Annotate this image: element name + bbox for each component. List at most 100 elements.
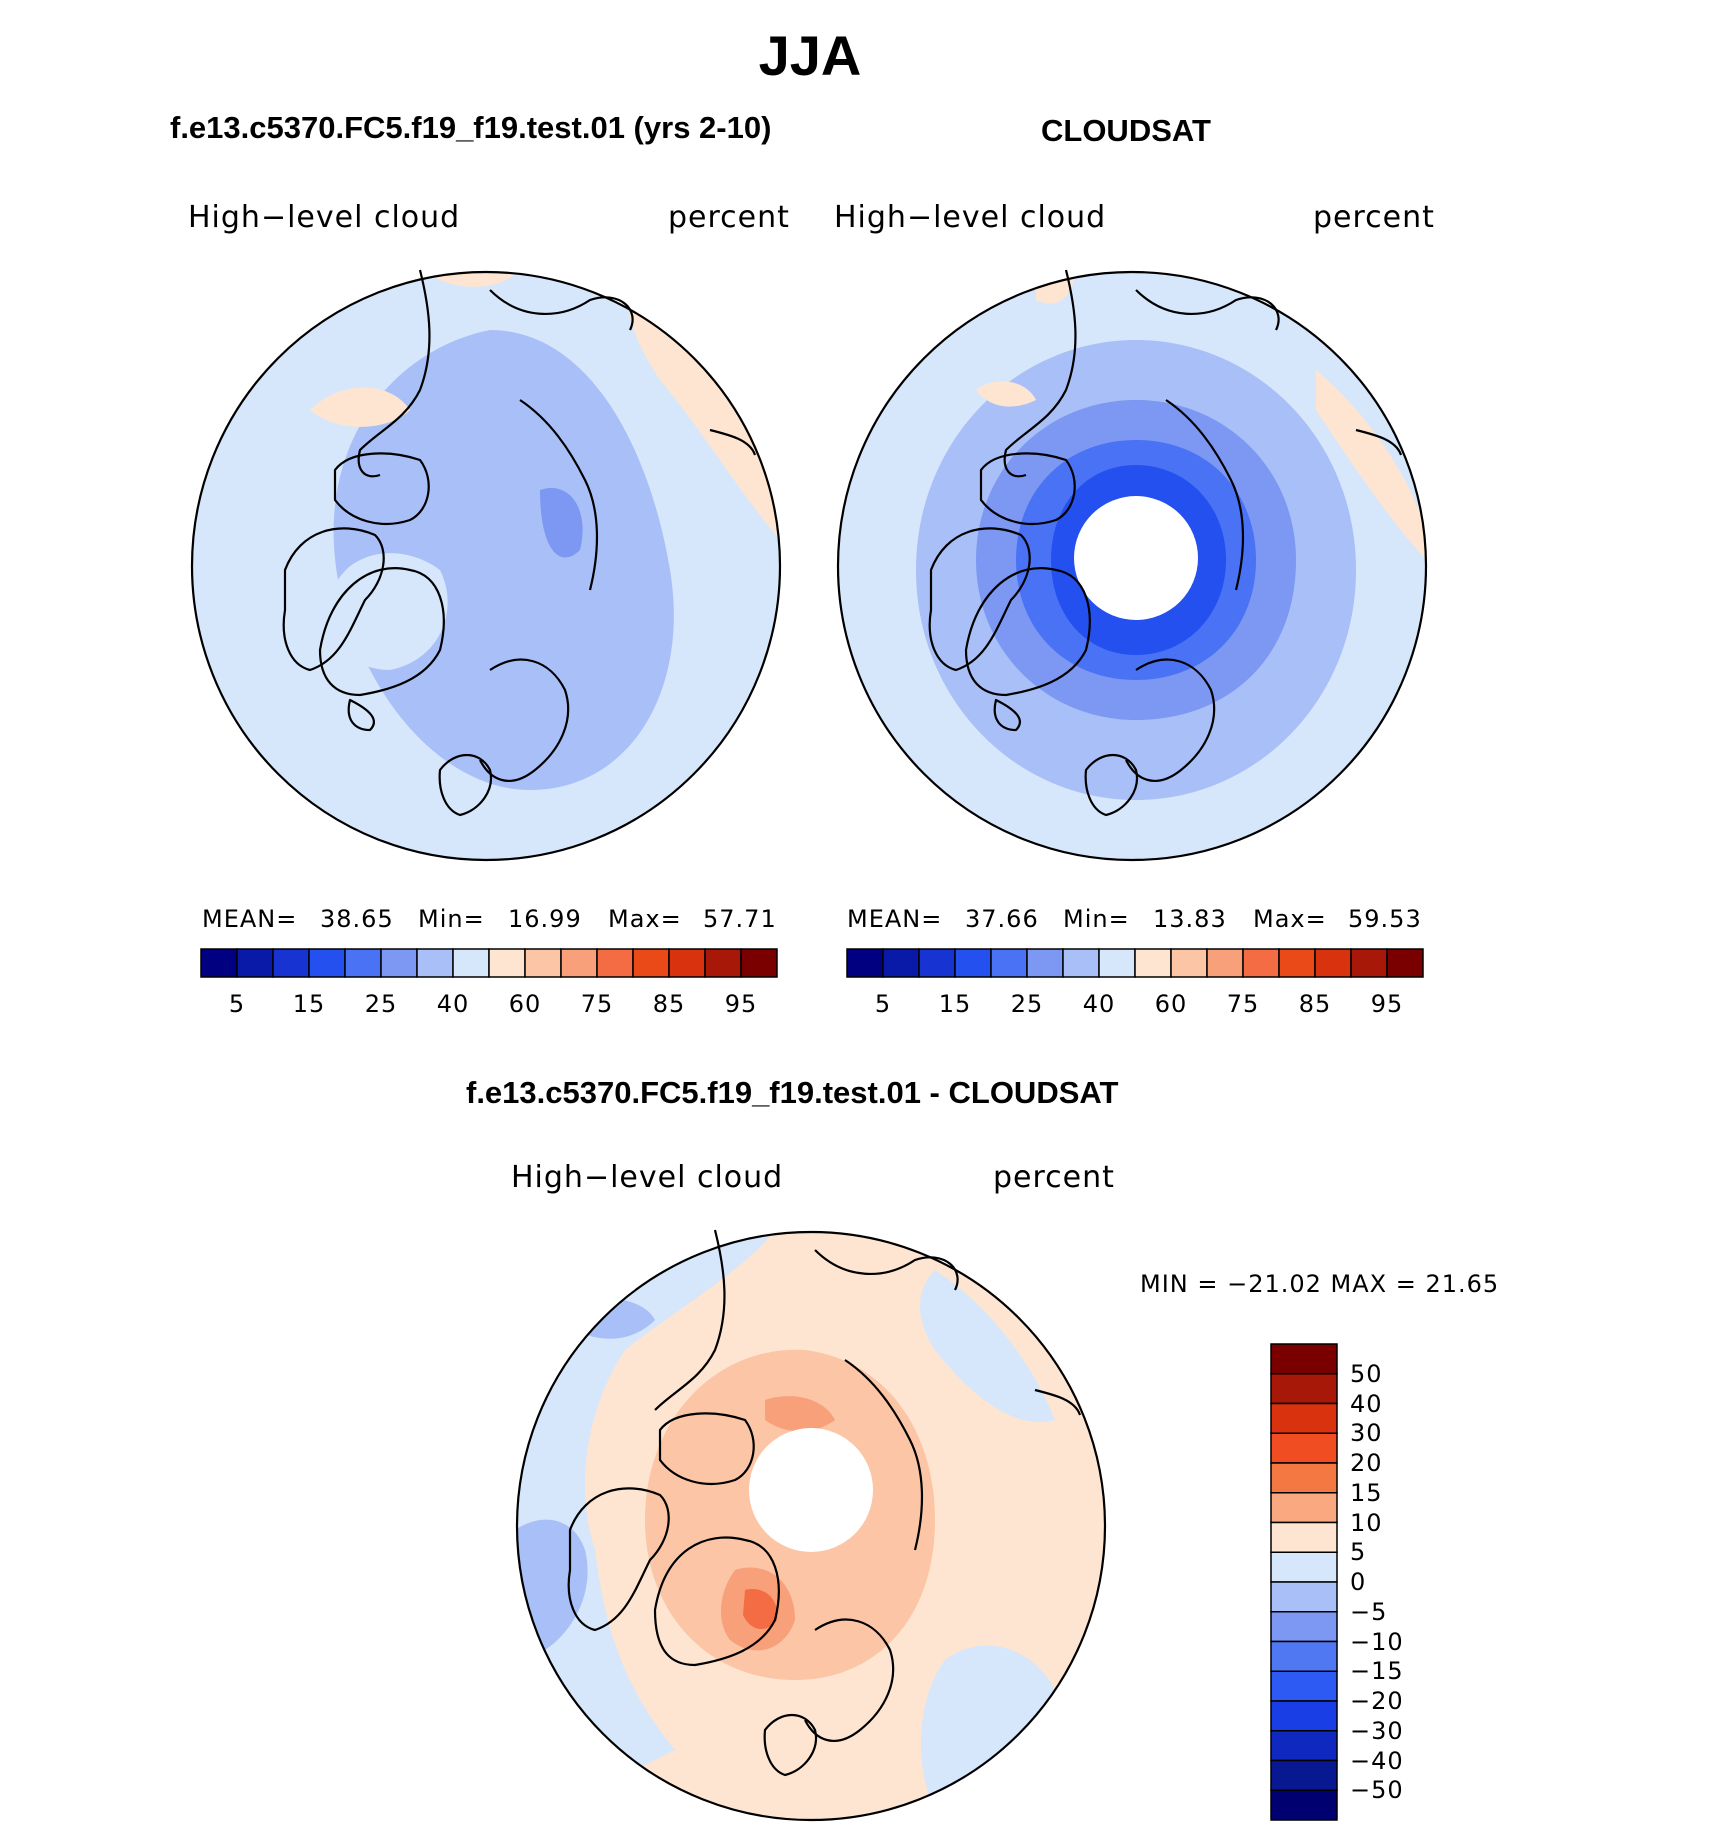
colorbar-swatch <box>1170 948 1208 978</box>
colorbar-tick-label: 5 <box>1350 1538 1367 1567</box>
model-map-boundary <box>190 270 782 862</box>
model-coastlines <box>282 269 757 817</box>
colorbar-swatch <box>1270 1551 1338 1583</box>
colorbar-swatch <box>1206 948 1244 978</box>
colorbar-tick-label: −10 <box>1350 1627 1404 1656</box>
colorbar-tick-label: 25 <box>364 990 398 1018</box>
colorbar-tick-label: 15 <box>292 990 326 1018</box>
colorbar-swatch <box>1270 1730 1338 1762</box>
colorbar-swatch <box>1242 948 1280 978</box>
obs-field-peach-ne <box>1316 370 1426 570</box>
colorbar-tick-label: 40 <box>1082 990 1116 1018</box>
obs-mean-value: 37.66 <box>965 905 1039 933</box>
colorbar-tick-label: 20 <box>1350 1449 1383 1477</box>
colorbar-tick-label: 95 <box>724 990 758 1018</box>
obs-max-value: 59.53 <box>1348 905 1422 933</box>
colorbar-swatch <box>1270 1521 1338 1553</box>
obs-min-label: Min= <box>1063 905 1130 933</box>
colorbar-tick-label: −20 <box>1350 1687 1404 1715</box>
diff-contour-fill <box>517 1232 1105 1820</box>
obs-field-peach-nw <box>976 381 1036 407</box>
colorbar-swatch <box>1062 948 1100 978</box>
model-contour-fill <box>192 272 780 860</box>
obs-colorbar <box>846 948 1424 978</box>
colorbar-swatch <box>416 948 454 978</box>
model-field-light-greenland <box>330 553 448 670</box>
model-field-peach-nw <box>310 387 410 427</box>
obs-mean-label: MEAN= <box>847 905 943 933</box>
model-field-deep-west <box>230 328 261 355</box>
colorbar-swatch <box>882 948 920 978</box>
diff-polar-map <box>515 1229 1107 1822</box>
colorbar-swatch <box>1270 1402 1338 1434</box>
model-colorbar <box>200 948 778 978</box>
colorbar-swatch <box>1270 1759 1338 1791</box>
colorbar-swatch <box>1270 1432 1338 1464</box>
colorbar-swatch <box>344 948 382 978</box>
model-mean-label: MEAN= <box>202 905 298 933</box>
colorbar-tick-label: 60 <box>508 990 542 1018</box>
diff-coastlines <box>567 1229 1082 1777</box>
colorbar-swatch <box>380 948 418 978</box>
diff-minmax-text: MIN = −21.02 MAX = 21.65 <box>1140 1270 1500 1298</box>
colorbar-tick-label: 30 <box>1350 1419 1383 1448</box>
model-max-value: 57.71 <box>703 905 777 933</box>
colorbar-tick-label: 0 <box>1350 1568 1367 1596</box>
colorbar-swatch <box>1270 1343 1338 1375</box>
colorbar-tick-label: −40 <box>1350 1746 1404 1775</box>
colorbar-swatch <box>596 948 634 978</box>
model-field-peach-ne <box>627 280 780 550</box>
colorbar-tick-label: 60 <box>1154 990 1188 1018</box>
diff-polar-data-gap <box>749 1428 873 1552</box>
colorbar-swatch <box>452 948 490 978</box>
colorbar-tick-label: 10 <box>1350 1508 1383 1537</box>
obs-polar-data-gap <box>1074 496 1198 620</box>
figure-title: JJA <box>758 24 862 87</box>
colorbar-swatch <box>236 948 274 978</box>
colorbar-swatch <box>1270 1462 1338 1494</box>
diff-units-label: percent <box>993 1160 1115 1195</box>
colorbar-tick-label: −30 <box>1350 1716 1404 1745</box>
colorbar-tick-label: 25 <box>1010 990 1044 1018</box>
colorbar-swatch <box>990 948 1028 978</box>
obs-units-label: percent <box>1313 200 1435 235</box>
colorbar-swatch <box>846 948 884 978</box>
obs-max-label: Max= <box>1253 905 1327 933</box>
colorbar-swatch <box>918 948 956 978</box>
colorbar-swatch <box>1314 948 1352 978</box>
colorbar-swatch <box>1026 948 1064 978</box>
diff-variable-label: High−level cloud <box>511 1160 784 1195</box>
colorbar-swatch <box>488 948 526 978</box>
model-min-label: Min= <box>418 905 485 933</box>
obs-polar-map <box>836 269 1428 862</box>
colorbar-swatch <box>954 948 992 978</box>
colorbar-swatch <box>1270 1492 1338 1524</box>
colorbar-swatch <box>1278 948 1316 978</box>
colorbar-tick-label: 75 <box>580 990 614 1018</box>
colorbar-swatch <box>524 948 562 978</box>
model-max-label: Max= <box>608 905 682 933</box>
diff-field-light-se <box>921 1645 1055 1810</box>
colorbar-swatch <box>1098 948 1136 978</box>
colorbar-tick-label: 5 <box>228 990 246 1018</box>
colorbar-swatch <box>200 948 238 978</box>
colorbar-tick-label: 85 <box>652 990 686 1018</box>
model-field-blue-patch <box>540 488 583 558</box>
obs-min-value: 13.83 <box>1153 905 1227 933</box>
colorbar-tick-label: 40 <box>436 990 470 1018</box>
diff-colorbar <box>1270 1343 1338 1821</box>
diff-field-redorange-core <box>743 1589 778 1630</box>
colorbar-tick-label: 50 <box>1350 1359 1383 1388</box>
colorbar-tick-label: −5 <box>1350 1597 1388 1626</box>
colorbar-swatch <box>1270 1700 1338 1732</box>
colorbar-swatch <box>560 948 598 978</box>
obs-panel-title: CLOUDSAT <box>1041 113 1211 148</box>
colorbar-swatch <box>740 948 778 978</box>
obs-map-boundary <box>836 270 1428 862</box>
diff-field-dark-west <box>543 1327 565 1363</box>
colorbar-tick-label: 15 <box>938 990 972 1018</box>
diff-field-orange-north <box>765 1396 835 1432</box>
diff-field-light-west <box>517 1232 775 1820</box>
obs-coastlines <box>928 269 1403 817</box>
colorbar-swatch <box>1270 1789 1338 1821</box>
